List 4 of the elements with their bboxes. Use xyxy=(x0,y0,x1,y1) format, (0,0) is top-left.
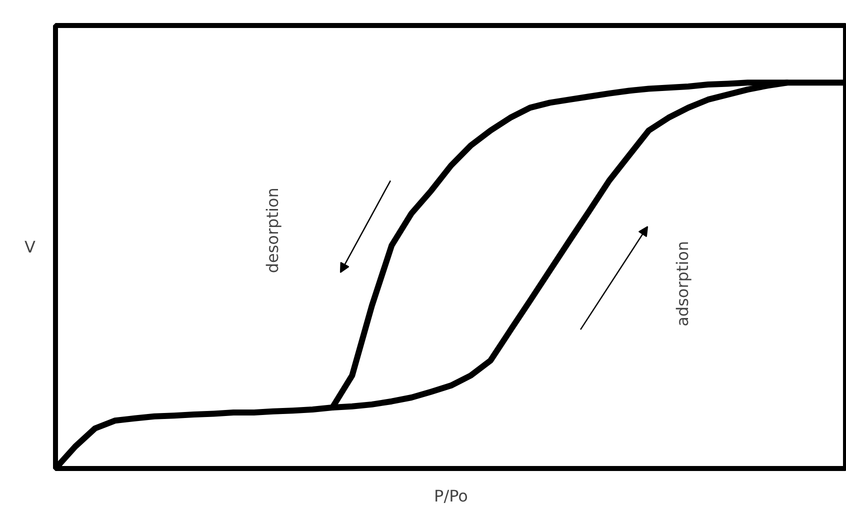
y-axis-title: V xyxy=(24,238,36,256)
annotation: desorption xyxy=(262,188,282,274)
annotation: adsorption xyxy=(672,240,692,326)
x-axis-title: P/Po xyxy=(434,486,468,506)
